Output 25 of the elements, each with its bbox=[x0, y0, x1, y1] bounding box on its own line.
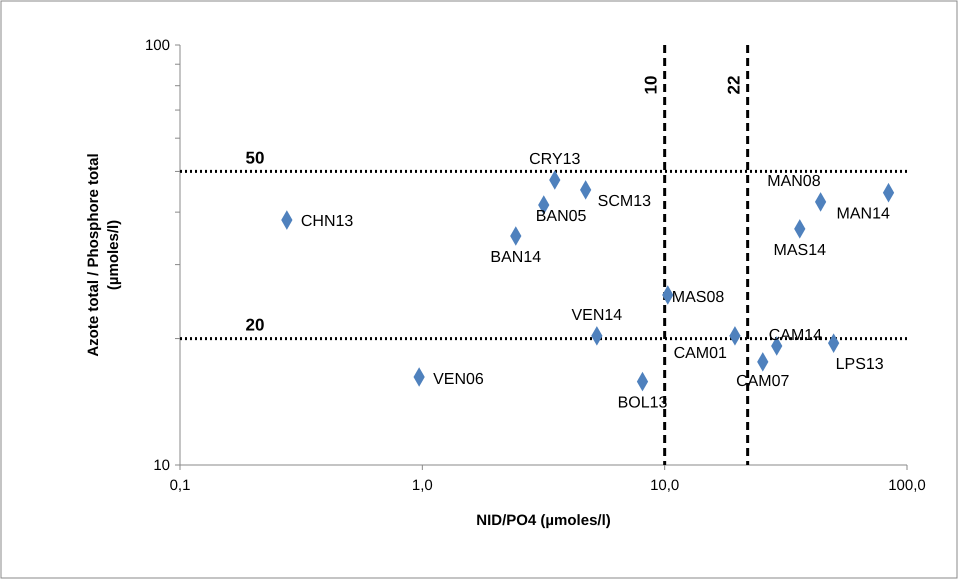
ref-line-label: 50 bbox=[246, 148, 264, 168]
annotation: BAN05 bbox=[536, 208, 587, 225]
annotation: SCM13 bbox=[598, 192, 652, 210]
ref-line-label: 20 bbox=[246, 316, 264, 335]
y-tick-label: 100 bbox=[144, 37, 170, 54]
annotation: CAM07 bbox=[736, 372, 790, 390]
x-tick-label: 1,0 bbox=[412, 477, 433, 494]
annotation: MAS14 bbox=[774, 242, 826, 259]
annotation: CRY13 bbox=[529, 151, 581, 168]
ref-line-label: 22 bbox=[724, 76, 744, 94]
x-axis-title: NID/PO4 (µmoles/l) bbox=[476, 512, 611, 529]
annotation: CAM01 bbox=[674, 344, 728, 362]
annotation: BAN14 bbox=[490, 248, 542, 266]
y-axis-title: Azote total / Phosphore total (µmoles/l) bbox=[85, 153, 122, 357]
ref-line-label: 10 bbox=[642, 76, 661, 94]
annotation: CHN13 bbox=[300, 213, 354, 230]
x-tick-label: 0,1 bbox=[170, 477, 190, 494]
annotation: MAN08 bbox=[767, 172, 821, 190]
annotation: MAS08 bbox=[672, 288, 724, 306]
annotation: LPS13 bbox=[836, 356, 884, 374]
x-tick-label: 100,0 bbox=[888, 477, 926, 494]
annotation: MAN14 bbox=[836, 206, 890, 223]
annotation: VEN06 bbox=[433, 371, 484, 388]
annotation: VEN14 bbox=[572, 306, 622, 324]
x-tick-label: 10,0 bbox=[650, 477, 680, 494]
